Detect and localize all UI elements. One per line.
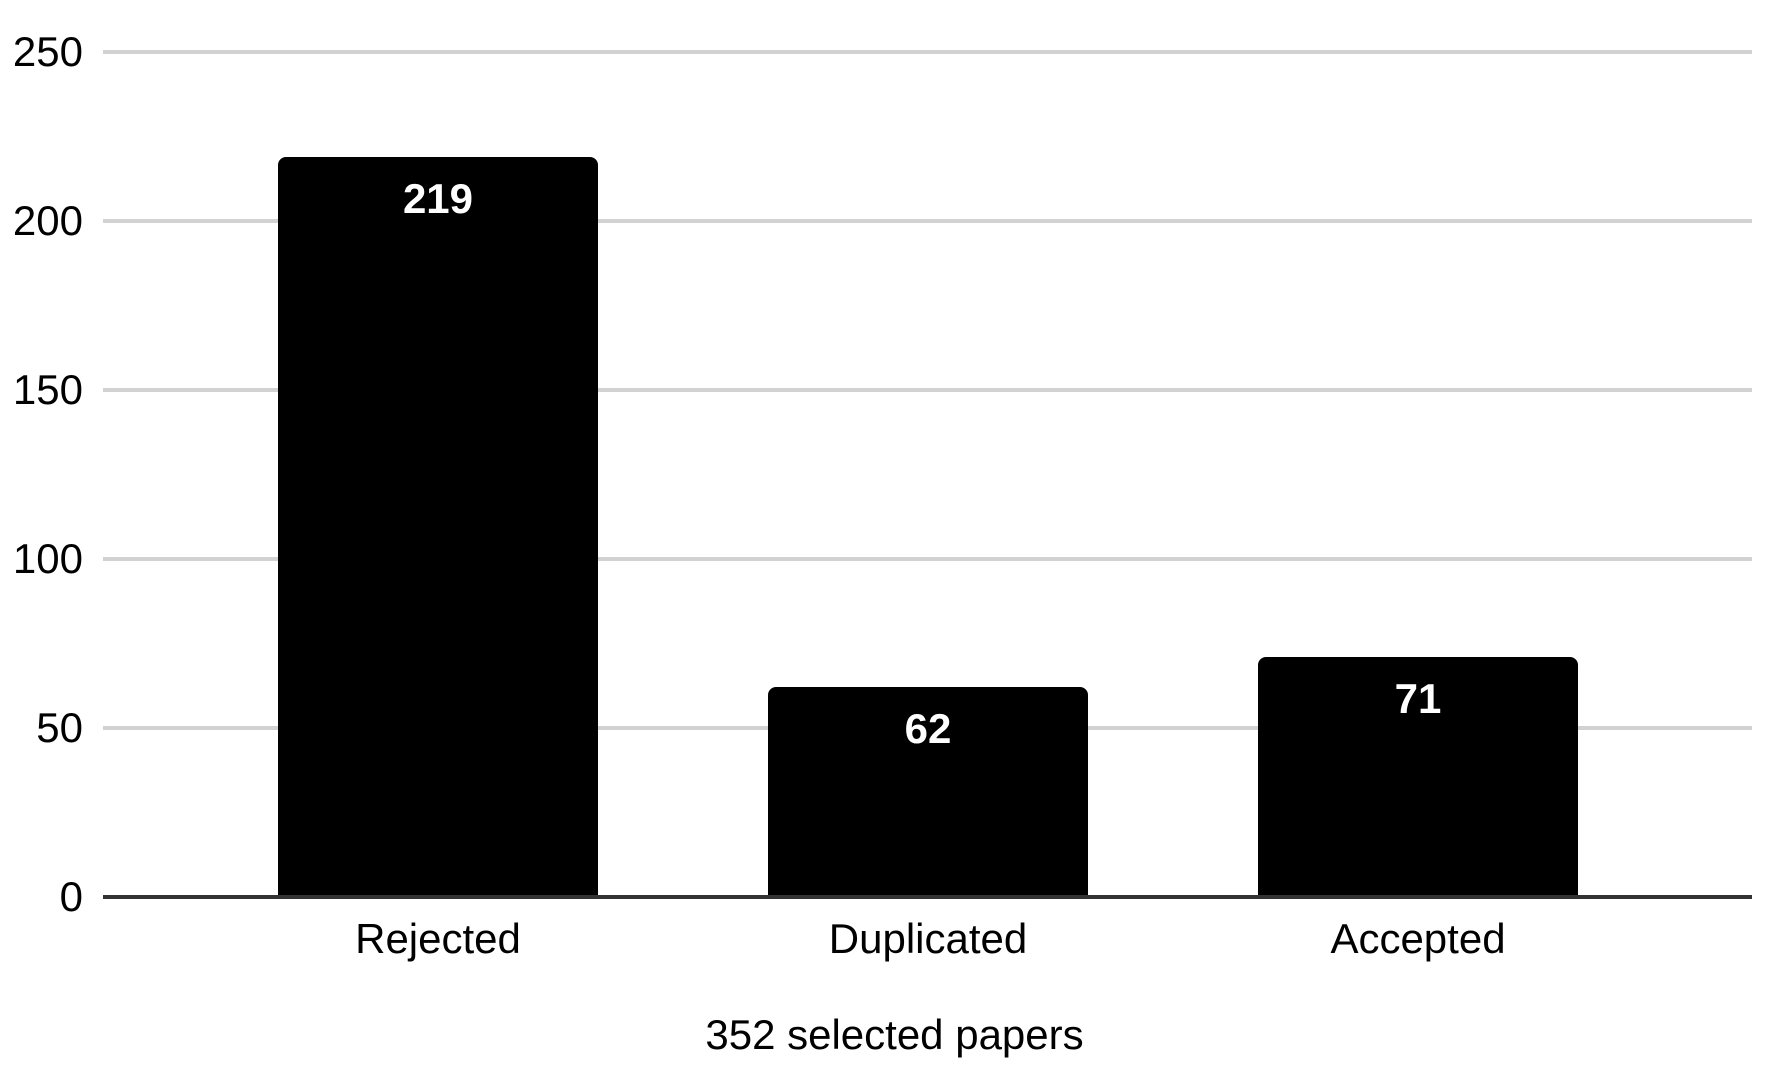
y-tick-label-200: 200 [12,197,83,244]
chart-caption: 352 selected papers [705,1011,1084,1058]
bar-value-label-accepted: 71 [1394,675,1442,723]
bar-value-label-rejected: 219 [402,174,474,222]
y-tick-label-250: 250 [12,28,83,75]
bar-rejected [278,156,598,897]
y-tick-label-50: 50 [36,704,83,751]
y-tick-label-0: 0 [59,873,83,920]
x-category-label-accepted: Accepted [1330,915,1506,962]
gridline-250 [103,50,1752,54]
x-category-label-rejected: Rejected [355,915,521,962]
y-tick-label-100: 100 [12,535,83,582]
x-axis-line [103,895,1752,899]
y-tick-label-150: 150 [12,366,83,413]
x-category-label-duplicated: Duplicated [828,915,1028,962]
gridline-150 [103,388,1752,392]
bar-value-label-duplicated: 62 [904,705,952,753]
gridline-200 [103,219,1752,223]
bar-accepted [1258,657,1578,897]
bar-duplicated [768,687,1088,897]
gridline-100 [103,557,1752,561]
